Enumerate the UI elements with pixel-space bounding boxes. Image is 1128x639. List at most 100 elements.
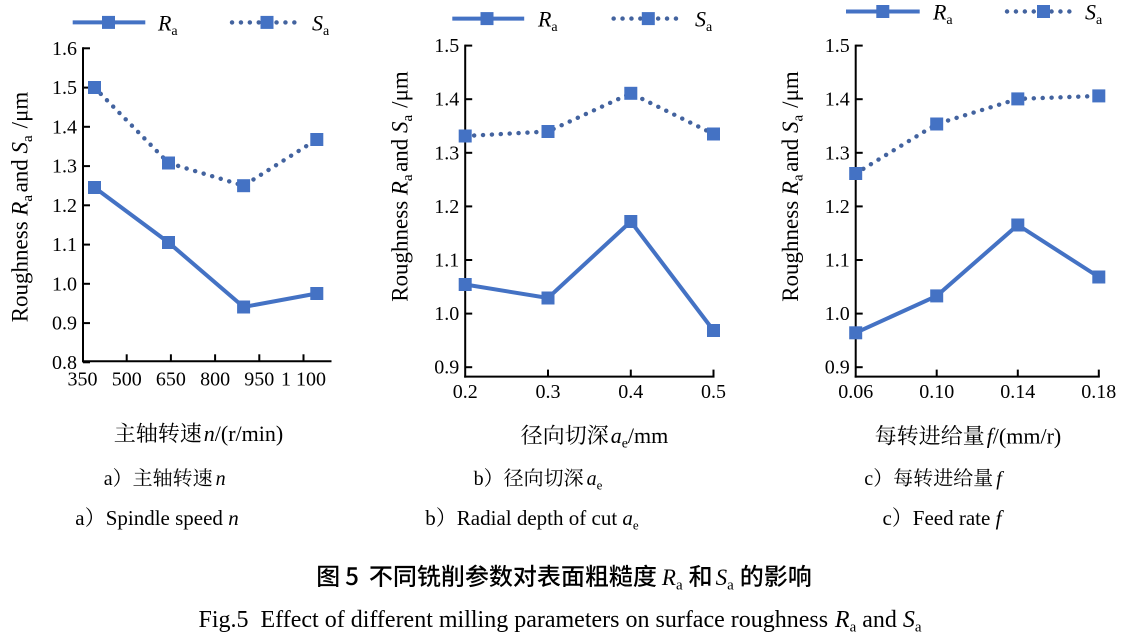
svg-text:1.5: 1.5 [52,77,77,99]
svg-text:R: R [932,0,947,25]
svg-text:1.1: 1.1 [825,250,850,272]
svg-text:0.5: 0.5 [701,381,726,403]
svg-text:Feed rate: Feed rate [913,506,996,530]
svg-text:S: S [778,121,803,133]
svg-text:1 100: 1 100 [281,369,326,391]
svg-text:f: f [996,468,1004,490]
svg-text:and: and [856,607,903,633]
svg-text:a: a [400,115,416,122]
svg-text:R: R [778,181,803,196]
svg-text:1.3: 1.3 [825,142,850,164]
svg-text:1.4: 1.4 [434,89,459,111]
svg-text:S: S [8,142,33,154]
svg-text:0.8: 0.8 [52,352,77,374]
svg-text:and: and [388,133,413,172]
svg-text:a: a [1096,13,1103,28]
svg-text:b: b [425,506,436,530]
svg-text:f: f [996,506,1005,530]
svg-text:R: R [157,10,172,35]
svg-text:/μm: /μm [388,71,413,108]
svg-text:1.5: 1.5 [434,35,459,57]
svg-text:0.9: 0.9 [825,357,850,379]
svg-text:1.0: 1.0 [434,303,459,325]
svg-text:0.9: 0.9 [52,313,77,335]
svg-text:Fig.5 Effect of different mil: Fig.5 Effect of different milling parame… [199,607,835,633]
svg-text:a: a [400,174,416,181]
svg-text:S: S [388,121,413,133]
svg-text:n: n [216,468,226,490]
svg-text:/(r/min): /(r/min) [215,421,283,446]
svg-text:and: and [8,153,33,192]
svg-text:e: e [597,478,603,493]
svg-text:1.1: 1.1 [434,250,459,272]
svg-text:800: 800 [200,369,230,391]
svg-text:/mm: /mm [628,423,668,448]
svg-text:0.9: 0.9 [434,357,459,379]
svg-text:a: a [551,20,558,35]
svg-text:S: S [1085,0,1096,25]
svg-text:1.2: 1.2 [434,196,459,218]
svg-text:c: c [883,506,892,530]
svg-text:S: S [903,607,915,633]
svg-text:0.14: 0.14 [1000,381,1035,403]
svg-text:b: b [474,468,484,490]
svg-text:0.2: 0.2 [453,381,478,403]
svg-text:/μm: /μm [8,92,33,129]
svg-text:n: n [228,506,239,530]
svg-text:0.3: 0.3 [536,381,561,403]
svg-text:1.4: 1.4 [825,89,850,111]
svg-text:a: a [946,13,953,28]
svg-text:a: a [104,468,113,490]
svg-text:a: a [20,135,36,142]
svg-text:R: R [388,181,413,196]
svg-text:/μm: /μm [778,71,803,108]
svg-text:/(mm/r): /(mm/r) [993,424,1061,449]
svg-text:1.2: 1.2 [825,196,850,218]
svg-text:a: a [676,578,683,594]
svg-text:a: a [20,195,36,202]
svg-text:0.10: 0.10 [919,381,954,403]
svg-text:a: a [587,468,597,490]
svg-text:a: a [915,620,922,636]
svg-text:R: R [8,202,33,217]
svg-text:0.4: 0.4 [618,381,643,403]
svg-text:f: f [987,424,996,449]
svg-text:Radial depth of cut: Radial depth of cut [457,506,623,530]
svg-text:1.1: 1.1 [52,234,77,256]
svg-text:and: and [778,133,803,172]
svg-text:a: a [706,20,713,35]
svg-text:e: e [633,518,639,533]
svg-text:e: e [622,437,628,452]
svg-text:500: 500 [112,369,142,391]
svg-text:a: a [791,174,807,181]
svg-text:950: 950 [244,369,274,391]
svg-text:0.06: 0.06 [838,381,873,403]
svg-text:0.18: 0.18 [1081,381,1116,403]
svg-text:350: 350 [68,369,98,391]
svg-text:a: a [727,578,734,594]
svg-text:R: R [537,7,552,32]
svg-text:1.2: 1.2 [52,195,77,217]
svg-text:650: 650 [156,369,186,391]
svg-text:a: a [75,506,85,530]
svg-text:c: c [864,468,873,490]
svg-text:a: a [850,620,857,636]
svg-text:Spindle speed: Spindle speed [106,506,228,530]
svg-text:1.0: 1.0 [52,273,77,295]
svg-text:1.0: 1.0 [825,303,850,325]
svg-text:a: a [622,506,633,530]
svg-text:Roughness: Roughness [388,195,413,302]
svg-text:S: S [716,565,728,590]
svg-text:1.5: 1.5 [825,35,850,57]
svg-text:a: a [791,115,807,122]
svg-text:S: S [695,7,706,32]
svg-text:S: S [312,10,323,35]
svg-text:Roughness: Roughness [8,216,33,323]
svg-text:a: a [171,24,178,39]
svg-text:n: n [204,421,215,446]
svg-text:1.3: 1.3 [434,142,459,164]
svg-text:1.4: 1.4 [52,116,77,138]
svg-text:a: a [323,24,330,39]
svg-text:R: R [661,565,676,590]
svg-text:1.3: 1.3 [52,156,77,178]
